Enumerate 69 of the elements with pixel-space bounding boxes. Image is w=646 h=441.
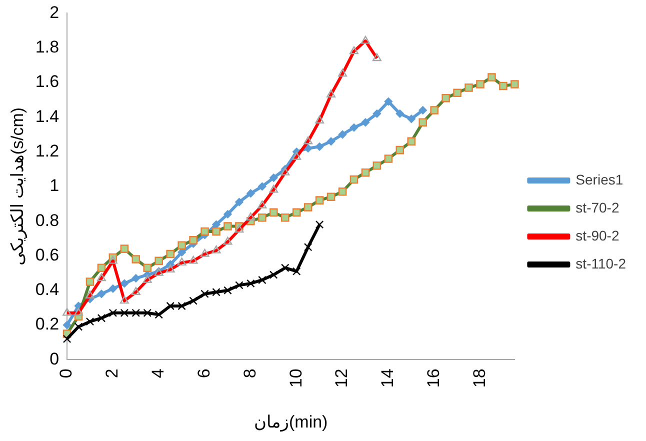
x-axis-title: زمان(min) xyxy=(254,412,328,432)
point xyxy=(97,290,106,298)
point xyxy=(407,114,416,123)
point xyxy=(86,317,94,326)
y-axis-title: هدایت الکتریکی(s/cm) xyxy=(8,107,28,266)
point xyxy=(132,308,140,318)
point xyxy=(154,310,163,319)
point xyxy=(235,281,244,290)
point xyxy=(120,279,129,288)
point xyxy=(132,274,140,282)
point xyxy=(235,198,244,206)
point xyxy=(108,284,118,293)
x-tick-label: 0 xyxy=(56,368,76,378)
legend-label: st-110-2 xyxy=(576,255,626,272)
legend-label: st-90-2 xyxy=(576,227,620,244)
x-tick-label: 10 xyxy=(286,368,306,388)
point xyxy=(224,286,232,295)
point xyxy=(361,118,370,126)
point xyxy=(372,110,382,118)
y-tick-label: 1.6 xyxy=(35,72,60,92)
point xyxy=(200,290,209,298)
y-tick-label: 0.2 xyxy=(35,314,60,334)
legend-label: st-70-2 xyxy=(576,199,620,216)
point xyxy=(189,296,198,305)
x-tick-label: 14 xyxy=(378,368,398,388)
point xyxy=(384,97,393,106)
x-tick-label: 18 xyxy=(470,368,489,388)
point xyxy=(258,276,266,284)
point xyxy=(74,322,83,331)
y-tick-label: 2 xyxy=(50,2,60,22)
point xyxy=(120,308,129,318)
point xyxy=(315,142,324,151)
point xyxy=(326,137,336,146)
point xyxy=(396,110,404,118)
point xyxy=(178,302,186,310)
point xyxy=(62,334,72,344)
point xyxy=(62,320,72,330)
point xyxy=(97,314,106,322)
x-tick-label: 4 xyxy=(148,368,168,378)
point xyxy=(143,308,152,318)
point xyxy=(212,288,220,296)
point xyxy=(246,279,255,288)
point xyxy=(270,270,278,279)
y-tick-label: 0.8 xyxy=(35,210,60,230)
point xyxy=(166,302,174,310)
point xyxy=(418,106,427,114)
point xyxy=(292,267,301,276)
point xyxy=(338,130,347,139)
y-tick-label: 1 xyxy=(50,176,60,196)
point xyxy=(108,308,118,318)
y-tick-label: 0.4 xyxy=(35,280,60,300)
x-tick-label: 6 xyxy=(194,368,214,378)
y-tick-label: 1.8 xyxy=(35,38,60,57)
point xyxy=(258,182,266,191)
point xyxy=(315,220,324,229)
x-tick-label: 16 xyxy=(424,368,444,388)
x-tick-label: 12 xyxy=(332,368,352,388)
point xyxy=(350,123,358,132)
point xyxy=(270,174,278,182)
x-tick-label: 8 xyxy=(240,368,260,378)
point xyxy=(246,189,255,198)
point xyxy=(280,264,290,272)
x-tick-label: 2 xyxy=(102,368,122,378)
point xyxy=(224,210,232,218)
y-tick-label: 0.6 xyxy=(35,245,60,264)
point xyxy=(304,242,312,252)
legend-label: Series1 xyxy=(576,171,624,188)
y-tick-label: 1.2 xyxy=(35,141,60,160)
y-tick-label: 1.4 xyxy=(35,106,60,126)
